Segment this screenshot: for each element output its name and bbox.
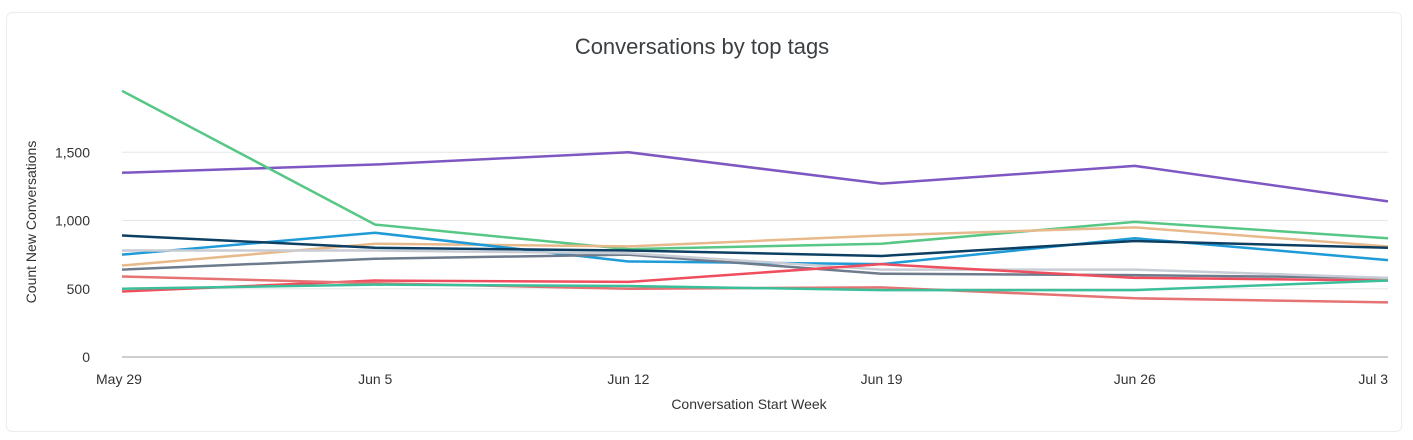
series-line [121, 151, 1389, 203]
x-axis-ticks: May 29 Jun 5 Jun 12 Jun 19 Jun 26 Jul 3 [96, 371, 1388, 387]
x-tick-label: May 29 [96, 371, 142, 387]
y-axis-label: Count New Conversations [23, 141, 39, 304]
x-axis-label: Conversation Start Week [671, 396, 827, 412]
y-tick-label: 1,000 [55, 213, 90, 229]
y-tick-label: 500 [67, 281, 91, 297]
series-line [122, 249, 1389, 280]
series-line [121, 253, 1389, 280]
series-line [121, 275, 1389, 304]
chart-title: Conversations by top tags [575, 34, 829, 59]
chart-card [6, 12, 1402, 432]
x-tick-label: Jun 19 [861, 371, 903, 387]
x-tick-label: Jun 26 [1114, 371, 1156, 387]
y-axis-ticks: 0 500 1,000 1,500 [55, 144, 90, 365]
y-tick-label: 1,500 [55, 144, 90, 160]
series-line [121, 226, 1389, 267]
x-tick-label: Jun 5 [358, 371, 392, 387]
gridlines [122, 151, 1388, 290]
series-lines [121, 89, 1389, 304]
x-tick-label: Jun 12 [607, 371, 649, 387]
y-tick-label: 0 [82, 349, 90, 365]
x-tick-label: Jul 3 [1358, 371, 1388, 387]
series-line [121, 279, 1389, 292]
series-line [121, 234, 1389, 258]
series-line [121, 89, 1389, 251]
